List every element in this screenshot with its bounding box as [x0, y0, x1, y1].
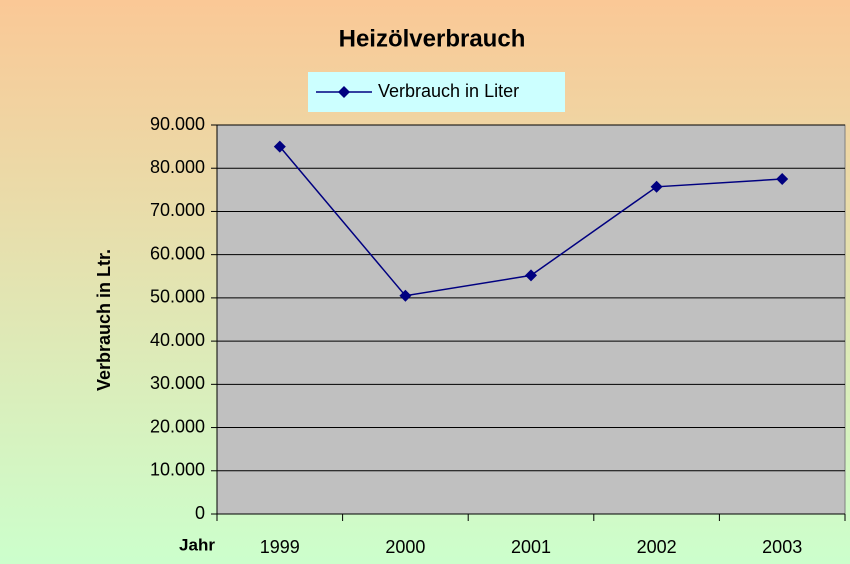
plot-area	[216, 124, 846, 515]
legend-label: Verbrauch in Liter	[378, 81, 519, 101]
y-axis-title: Verbrauch in Ltr.	[94, 249, 114, 391]
x-tick-label: 1999	[260, 537, 300, 557]
legend-marker	[338, 86, 350, 98]
chart-title: Heizölverbrauch	[339, 25, 526, 52]
marker	[525, 269, 537, 282]
y-tick-label: 70.000	[150, 200, 205, 220]
x-tick-label: 2001	[511, 537, 551, 557]
marker	[399, 289, 412, 302]
marker	[776, 173, 789, 186]
y-tick-label: 80.000	[150, 157, 205, 177]
x-tick-label: 2000	[385, 537, 425, 557]
y-tick-label: 0	[195, 503, 205, 523]
marker	[273, 140, 286, 153]
y-tick-label: 90.000	[150, 114, 205, 134]
y-tick-label: 10.000	[150, 460, 205, 480]
y-tick-label: 20.000	[150, 416, 205, 436]
y-tick-label: 40.000	[150, 330, 205, 350]
y-tick-label: 30.000	[150, 373, 205, 393]
y-tick-label: 50.000	[150, 287, 205, 307]
x-tick-label: 2003	[762, 537, 802, 557]
y-tick-label: 60.000	[150, 243, 205, 263]
x-axis-title: Jahr	[179, 535, 215, 554]
marker	[650, 180, 663, 193]
x-tick-label: 2002	[637, 537, 677, 557]
